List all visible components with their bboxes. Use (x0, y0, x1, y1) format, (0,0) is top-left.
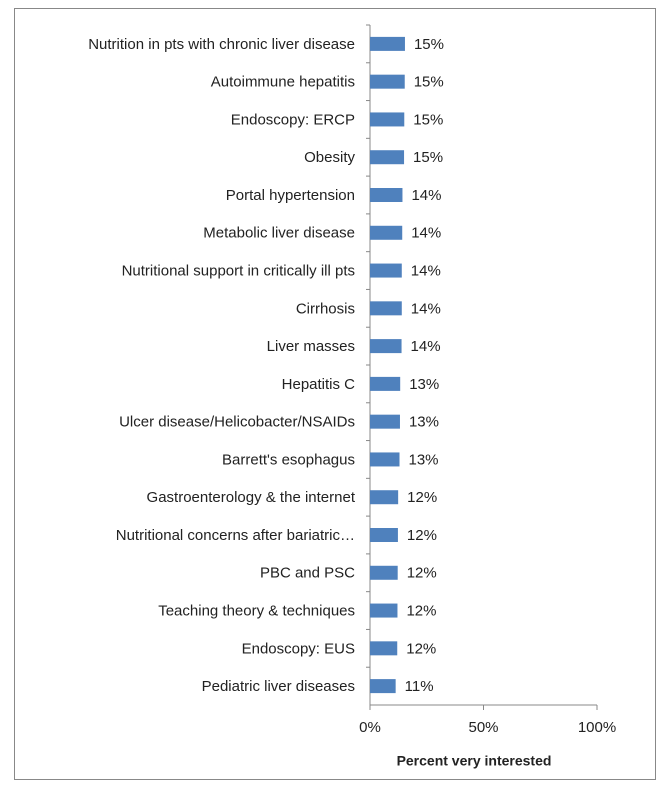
bar (370, 565, 398, 580)
value-label: 15% (414, 74, 444, 91)
chart-frame (14, 8, 656, 780)
y-tick-label: Pediatric liver diseases (202, 678, 355, 695)
value-label: 14% (411, 300, 441, 317)
bar (370, 376, 401, 391)
y-tick-label: Obesity (304, 149, 355, 166)
value-label: 15% (413, 149, 443, 166)
bar (370, 74, 405, 89)
value-label: 13% (409, 414, 439, 431)
bar (370, 188, 403, 202)
value-label: 14% (411, 338, 441, 355)
y-tick-label: Teaching theory & techniques (158, 603, 355, 620)
bar (370, 112, 405, 127)
bar (370, 603, 398, 618)
bar (370, 301, 402, 316)
value-label: 12% (407, 527, 437, 544)
bar (370, 641, 398, 656)
y-tick-label: Nutritional support in critically ill pt… (122, 263, 355, 280)
y-tick-label: Endoscopy: EUS (242, 640, 355, 657)
value-label: 13% (409, 376, 439, 393)
x-tick-label: 0% (359, 719, 381, 736)
value-label: 12% (406, 603, 436, 620)
bar (370, 263, 402, 278)
bar (370, 679, 396, 694)
y-tick-label: Hepatitis C (282, 376, 356, 393)
value-label: 15% (413, 111, 443, 128)
bar (370, 339, 402, 354)
value-label: 15% (414, 36, 444, 53)
y-tick-label: Portal hypertension (226, 187, 355, 204)
y-tick-label: Nutrition in pts with chronic liver dise… (88, 36, 355, 53)
bar (370, 150, 405, 165)
y-tick-label: Gastroenterology & the internet (147, 489, 356, 506)
value-label: 12% (407, 489, 437, 506)
x-tick-label: 50% (468, 719, 498, 736)
value-label: 12% (407, 565, 437, 582)
bar (370, 528, 398, 542)
bar (370, 414, 400, 429)
y-tick-label: Autoimmune hepatitis (211, 74, 355, 91)
value-label: 13% (409, 451, 439, 468)
x-tick-label: 100% (578, 719, 616, 736)
y-tick-label: Barrett's esophagus (222, 451, 355, 468)
y-tick-label: Metabolic liver disease (203, 225, 355, 242)
value-label: 14% (411, 187, 441, 204)
value-label: 11% (405, 678, 434, 695)
bar (370, 490, 399, 505)
y-tick-label: PBC and PSC (260, 565, 355, 582)
y-tick-label: Ulcer disease/Helicobacter/NSAIDs (119, 414, 355, 431)
value-label: 14% (411, 225, 441, 242)
y-tick-label: Endoscopy: ERCP (231, 111, 355, 128)
bar (370, 36, 405, 51)
y-tick-label: Nutritional concerns after bariatric… (116, 527, 355, 544)
y-tick-label: Cirrhosis (296, 300, 355, 317)
value-label: 12% (406, 640, 436, 657)
x-axis-title: Percent very interested (397, 753, 552, 769)
y-tick-label: Liver masses (267, 338, 355, 355)
bar (370, 225, 403, 240)
bar (370, 452, 400, 467)
value-label: 14% (411, 263, 441, 280)
